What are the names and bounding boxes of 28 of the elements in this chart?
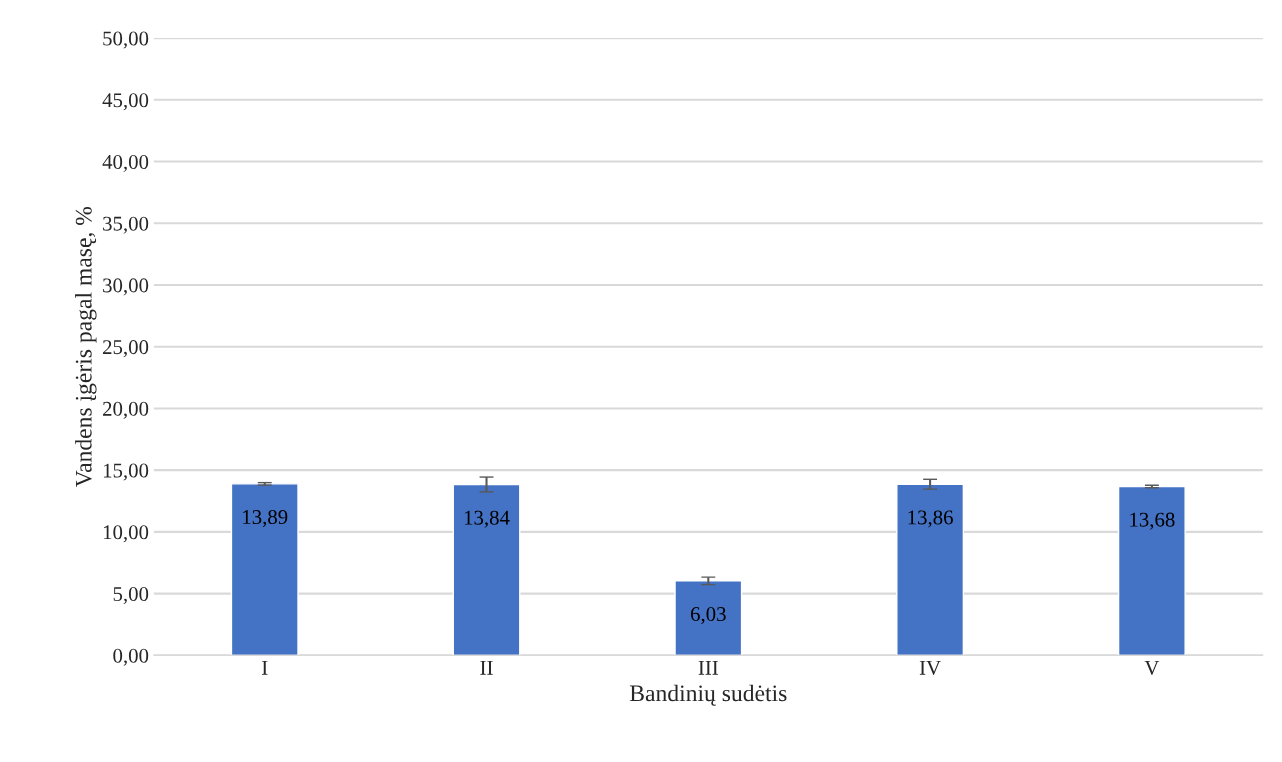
y-tick-label: 35,00 <box>103 216 149 234</box>
data-label: 6,03 <box>690 607 726 625</box>
x-tick-label: V <box>1144 660 1160 675</box>
y-axis-title: Vandens įgėris pagal masę, % <box>75 206 97 488</box>
bar <box>674 580 743 656</box>
x-tick-label: IV <box>919 660 941 675</box>
y-tick-label: 5,00 <box>113 586 149 605</box>
y-tick-label: 20,00 <box>103 401 149 419</box>
y-tick-label: 25,00 <box>103 340 149 358</box>
data-label: 13,86 <box>908 510 953 528</box>
bar <box>452 483 521 656</box>
x-axis-title: Bandinių sudėtis <box>629 684 787 706</box>
y-tick-label: 15,00 <box>103 463 149 481</box>
y-tick-label: 50,00 <box>103 31 149 49</box>
y-tick-label: 10,00 <box>103 525 149 543</box>
y-tick-label: 30,00 <box>103 278 149 296</box>
data-label: 13,89 <box>243 510 288 528</box>
data-label: 13,68 <box>1130 512 1175 530</box>
bar <box>1117 485 1186 656</box>
x-tick-label: II <box>480 660 493 675</box>
y-tick-label: 0,00 <box>113 648 149 666</box>
bar <box>896 483 965 656</box>
data-label: 13,84 <box>464 510 510 528</box>
y-tick-label: 40,00 <box>102 154 149 172</box>
x-tick-label: III <box>698 660 718 675</box>
y-tick-label: 45,00 <box>102 93 149 111</box>
x-tick-label: I <box>262 660 268 675</box>
bar <box>230 483 299 656</box>
